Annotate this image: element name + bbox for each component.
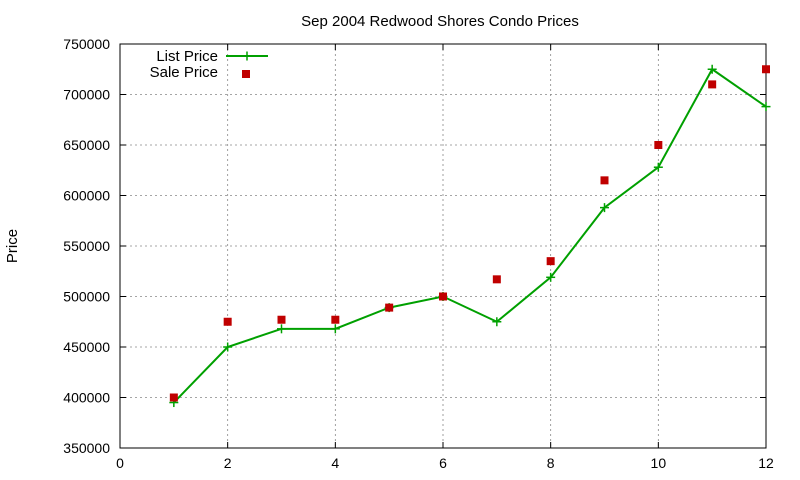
sale-price-point xyxy=(331,315,340,324)
y-tick-label: 750000 xyxy=(63,36,110,52)
sale-price-point xyxy=(546,257,555,266)
series xyxy=(169,64,771,408)
sale-price-point xyxy=(385,303,394,312)
y-tick-label: 650000 xyxy=(63,137,110,153)
sale-price-point xyxy=(762,65,770,74)
y-tick-label: 500000 xyxy=(63,289,110,305)
list-price-point xyxy=(277,324,286,334)
legend-label: List Price xyxy=(156,48,218,65)
series-sale-price xyxy=(169,65,770,402)
plot-frame xyxy=(119,43,767,449)
y-tick-label: 400000 xyxy=(63,390,110,406)
legend-swatch-square xyxy=(242,70,250,78)
x-tick-label: 2 xyxy=(224,455,232,471)
y-tick-label: 450000 xyxy=(63,339,110,355)
list-price-point xyxy=(600,203,609,213)
x-tick-label: 10 xyxy=(651,455,667,471)
x-tick-label: 6 xyxy=(439,455,447,471)
sale-price-point xyxy=(169,393,178,402)
legend-swatch-marker xyxy=(242,51,252,61)
x-tick-label: 12 xyxy=(758,455,774,471)
y-tick-label: 600000 xyxy=(63,188,110,204)
grid xyxy=(120,44,766,448)
list-price-point xyxy=(546,272,556,282)
list-price-line xyxy=(173,67,767,404)
chart-title: Sep 2004 Redwood Shores Condo Prices xyxy=(301,13,579,30)
y-axis-title: Price xyxy=(4,229,21,263)
sale-price-point xyxy=(439,292,447,301)
x-tick-label: 4 xyxy=(331,455,339,471)
list-price-point xyxy=(330,324,340,334)
x-tick-label: 0 xyxy=(116,455,124,471)
x-tick-label: 8 xyxy=(547,455,555,471)
list-price-point xyxy=(707,64,717,74)
sale-price-point xyxy=(223,317,232,326)
legend-label: Sale Price xyxy=(150,64,218,81)
sale-price-point xyxy=(277,315,286,324)
y-tick-label: 550000 xyxy=(63,238,110,254)
list-price-point xyxy=(492,317,502,327)
list-price-point xyxy=(653,162,663,172)
y-tick-label: 700000 xyxy=(63,87,110,103)
list-price-point xyxy=(223,342,233,352)
series-list-price xyxy=(169,64,771,408)
axis-ticks: 350000 400000 450000 500000 550000 600000 6500… xyxy=(63,36,774,471)
sale-price-point xyxy=(492,275,501,284)
sale-price-point xyxy=(600,176,609,185)
list-price-point xyxy=(761,102,771,112)
sale-price-point xyxy=(654,141,663,149)
y-tick-label: 350000 xyxy=(63,440,110,456)
sale-price-point xyxy=(708,80,717,89)
